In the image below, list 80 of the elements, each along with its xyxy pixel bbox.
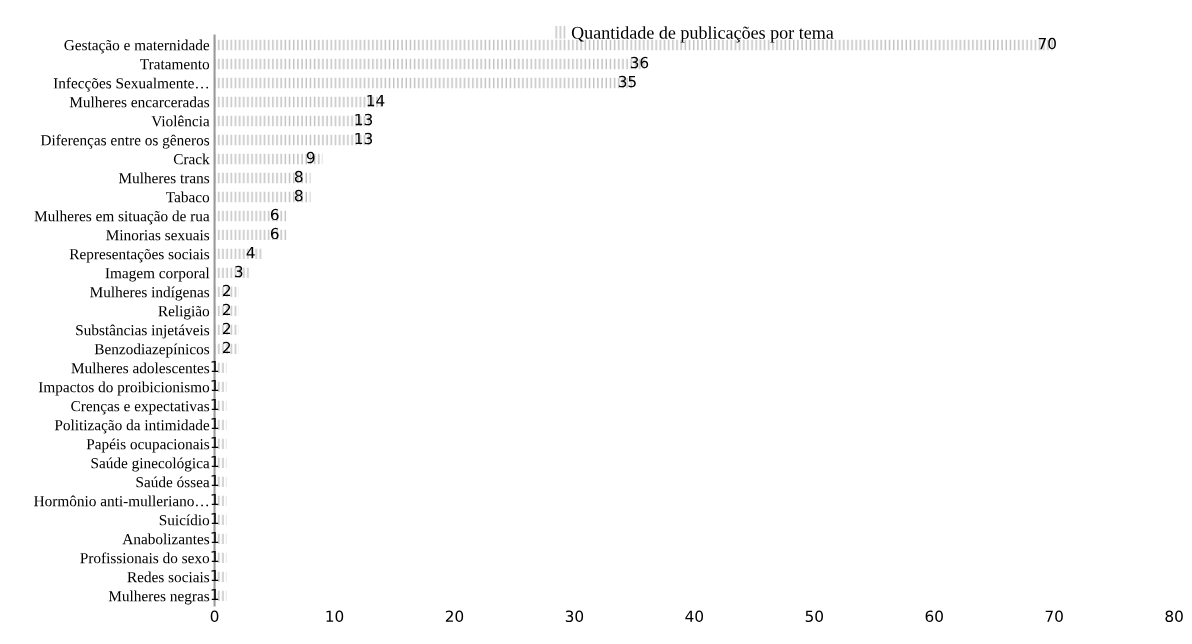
- x-tick-label: 30: [565, 610, 584, 623]
- bar: [214, 172, 311, 184]
- data-label: 1: [211, 531, 219, 544]
- data-label: 2: [223, 322, 231, 335]
- y-tick-label: Mulheres adolescentes: [71, 362, 210, 374]
- data-label: 2: [223, 284, 231, 297]
- y-tick-label: Representações sociais: [69, 248, 210, 263]
- y-tick-label: Saúde ginecológica: [91, 457, 210, 472]
- data-label: 1: [211, 398, 219, 411]
- data-label: 8: [294, 189, 303, 202]
- y-tick-label: Violência: [151, 115, 210, 127]
- data-label: 1: [211, 569, 219, 582]
- y-tick-label: Mulheres trans: [118, 172, 210, 184]
- y-tick-label: Papéis ocupacionais: [86, 438, 210, 453]
- bar: [214, 58, 647, 70]
- y-tick-label: Diferenças entre os gêneros: [40, 134, 210, 149]
- bar: [214, 96, 383, 108]
- y-tick-label: Substâncias injetáveis: [76, 324, 210, 339]
- y-tick-label: Gestação e maternidade: [64, 39, 210, 54]
- bar: [214, 77, 635, 89]
- data-label: 1: [211, 360, 219, 373]
- y-tick-label: Infecções Sexualmente…: [53, 77, 209, 92]
- data-label: 8: [294, 170, 303, 183]
- data-label: 35: [618, 75, 636, 88]
- bar: [214, 210, 287, 222]
- data-label: 1: [211, 493, 219, 506]
- data-label: 14: [367, 94, 385, 107]
- data-label: 1: [211, 550, 219, 563]
- data-label: 1: [211, 436, 219, 449]
- y-tick-label: Crack: [173, 153, 210, 165]
- x-tick-label: 0: [210, 610, 219, 623]
- x-tick-label: 10: [326, 610, 344, 623]
- data-label: 4: [246, 246, 255, 259]
- x-tick-label: 70: [1045, 610, 1063, 623]
- data-label: 1: [211, 379, 219, 392]
- y-tick-label: Impactos do proibicionismo: [38, 381, 210, 396]
- bar: [214, 115, 371, 127]
- y-tick-label: Mulheres em situação de rua: [34, 210, 210, 225]
- bar: [214, 153, 323, 165]
- data-label: 36: [630, 56, 649, 69]
- data-label: 6: [270, 208, 279, 221]
- legend-label: Quantidade de publicações por tema: [571, 26, 834, 43]
- x-tick-label: 20: [445, 610, 464, 623]
- y-tick-label: Redes sociais: [127, 571, 210, 583]
- y-tick-label: Minorias sexuais: [106, 230, 210, 241]
- bar: [214, 134, 371, 146]
- y-tick-label: Suicídio: [159, 514, 210, 526]
- y-tick-label: Saúde óssea: [136, 476, 210, 488]
- y-tick-label: Anabolizantes: [122, 533, 210, 545]
- y-tick-label: Tabaco: [166, 191, 210, 203]
- data-label: 1: [211, 417, 219, 430]
- y-tick-label: Mulheres negras: [108, 590, 210, 605]
- data-label: 70: [1038, 37, 1056, 50]
- y-tick-label: Crenças e expectativas: [71, 401, 210, 415]
- data-label: 2: [223, 341, 231, 354]
- y-tick-label: Politização da intimidade: [54, 419, 210, 434]
- y-tick-label: Religião: [158, 305, 210, 320]
- bar: [214, 191, 311, 203]
- x-tick-label: 50: [805, 610, 823, 623]
- y-tick-label: Profissionais do sexo: [80, 552, 210, 564]
- data-label: 1: [211, 455, 219, 468]
- y-tick-label: Benzodiazepínicos: [94, 343, 210, 358]
- x-tick-label: 80: [1165, 610, 1183, 623]
- data-label: 13: [355, 132, 373, 145]
- y-tick-label: Mulheres encarceradas: [69, 96, 210, 108]
- y-tick-label: Mulheres indígenas: [90, 286, 210, 301]
- x-tick-label: 60: [925, 610, 943, 623]
- data-label: 6: [270, 227, 279, 240]
- y-tick-label: Tratamento: [140, 59, 210, 70]
- data-label: 3: [235, 265, 243, 278]
- data-label: 1: [211, 588, 219, 601]
- data-label: 13: [355, 113, 373, 126]
- y-tick-label: Imagem corporal: [105, 267, 210, 282]
- data-label: 1: [211, 474, 219, 487]
- bar: [214, 229, 287, 241]
- data-label: 9: [306, 151, 315, 164]
- y-tick-label: Hormônio anti-mulleriano…: [34, 495, 209, 507]
- x-tick-label: 40: [685, 610, 704, 623]
- data-label: 2: [223, 303, 231, 316]
- data-label: 1: [211, 512, 219, 525]
